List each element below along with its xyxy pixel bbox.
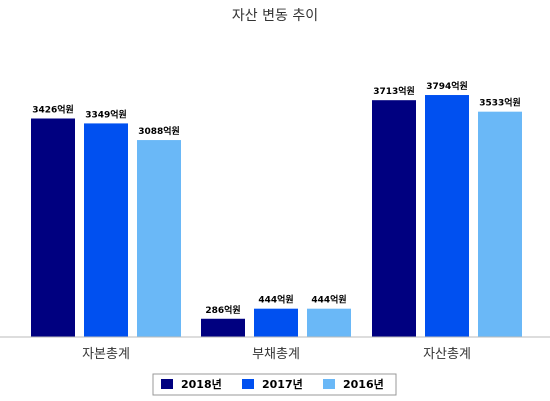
bar-2-2 [254, 308, 298, 337]
legend-label: 2017년 [262, 377, 303, 391]
category-label: 자산총계 [423, 347, 471, 362]
legend: 2018년 2017년 2016년 [152, 373, 397, 396]
bar-2-1 [201, 318, 245, 337]
data-label: 3713억원 [373, 85, 415, 97]
data-label: 3088억원 [138, 125, 180, 137]
data-label: 3533억원 [479, 97, 521, 109]
bar-1-2 [84, 123, 128, 337]
legend-box [152, 373, 397, 396]
legend-swatch [242, 379, 254, 389]
bar-3-1 [372, 100, 416, 337]
bar-3-2 [425, 95, 469, 337]
data-label: 286억원 [205, 304, 240, 316]
bars-layer [31, 95, 522, 337]
bar-1-3 [137, 140, 181, 337]
category-label: 부채총계 [252, 347, 300, 362]
data-label: 3426억원 [32, 103, 74, 115]
data-label: 444억원 [311, 294, 346, 306]
legend-swatch [323, 379, 335, 389]
bar-1-1 [31, 118, 75, 337]
data-label: 3349억원 [85, 108, 127, 120]
bar-3-3 [478, 111, 522, 337]
labels-layer: 3426억원 3349억원 3088억원 286억원 444억원 444억원 3713억원 3… [32, 80, 521, 316]
data-label: 3794억원 [426, 80, 468, 92]
category-label: 자본총계 [82, 347, 130, 362]
chart-title: 자산 변동 추이 [232, 8, 318, 24]
data-label: 444억원 [258, 294, 293, 306]
bar-2-3 [307, 308, 351, 337]
legend-label: 2016년 [343, 377, 384, 391]
category-labels: 자본총계 부채총계 자산총계 [82, 347, 471, 362]
legend-swatch [161, 379, 173, 389]
legend-label: 2018년 [181, 377, 222, 391]
